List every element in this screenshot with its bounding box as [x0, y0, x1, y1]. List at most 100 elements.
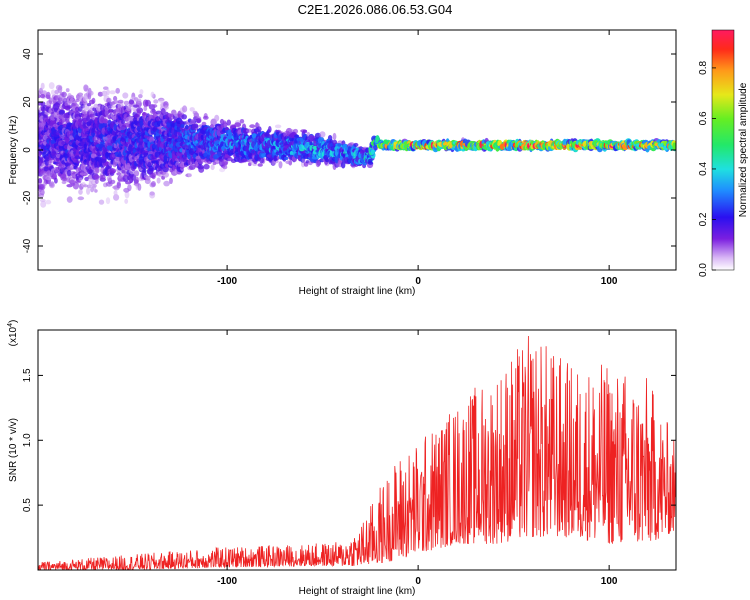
spectrogram-cell	[54, 168, 59, 173]
spectrogram-cell	[54, 89, 59, 95]
spectrogram-cell	[294, 134, 300, 138]
spectrogram-cell	[112, 136, 117, 141]
spectrogram-cell	[143, 106, 148, 112]
spectrogram-cell	[91, 127, 96, 134]
spectrogram-cell	[184, 124, 189, 130]
spectrogram-cell	[152, 104, 158, 108]
spectrogram-cell	[116, 172, 122, 176]
spectrogram-cell	[52, 130, 60, 138]
spectrogram-cell	[163, 105, 169, 110]
spectrogram-cell	[239, 119, 245, 124]
spectrogram-cell	[50, 89, 56, 96]
spectrogram-cell	[114, 99, 118, 104]
spectrogram-cell	[45, 176, 52, 181]
spectrogram-cell	[319, 131, 326, 138]
spectrogram-cell	[74, 180, 82, 184]
spectrogram-cell	[65, 88, 70, 93]
spectrogram-cell	[138, 94, 143, 99]
spectrogram-cell	[82, 100, 88, 106]
spectrogram-cell	[117, 99, 124, 104]
spectrogram-cell	[234, 122, 242, 128]
spectrogram-cell	[66, 196, 73, 203]
spectrogram-cell	[223, 161, 228, 166]
spectrogram-cell	[101, 90, 108, 97]
spectrogram-cell	[274, 124, 282, 129]
spectrogram-cell	[214, 114, 220, 122]
spectrogram-cell	[77, 196, 85, 201]
spectrogram-cell	[153, 99, 159, 104]
spectrogram-cell	[105, 197, 111, 205]
spectrogram-cell	[61, 91, 67, 98]
spectrogram-cell	[273, 155, 278, 162]
spectrogram-cell	[124, 198, 129, 204]
spectrogram-cell	[48, 97, 53, 105]
spectrogram-cell	[39, 93, 46, 99]
spectrogram-cell	[54, 177, 58, 184]
spectrogram-cell	[106, 89, 110, 96]
spectrogram-cell	[116, 182, 122, 189]
spectrogram-cell	[75, 160, 81, 164]
spectrogram-cells	[38, 82, 676, 208]
spectrogram-cell	[72, 182, 80, 190]
spectrogram-cell	[89, 90, 94, 96]
spectrogram-cell	[149, 191, 155, 196]
spectrogram-cell	[100, 174, 106, 180]
spectrogram-cell	[70, 97, 74, 103]
spectrogram-cell	[91, 183, 97, 188]
spectrogram-cell	[202, 115, 209, 120]
spectrogram-cell	[222, 165, 228, 170]
spectrogram-cell	[40, 200, 47, 208]
spectrogram-cell	[95, 167, 99, 173]
spectrogram-cell	[74, 106, 80, 112]
spectrogram-cell	[256, 126, 262, 132]
spectrogram-cell	[40, 101, 46, 107]
spectrogram-cell	[370, 149, 375, 155]
spectrogram-cell	[136, 109, 142, 116]
spectrogram-cell	[210, 164, 215, 171]
spectrogram-cell	[113, 190, 118, 196]
spectrogram-cell	[49, 182, 55, 189]
spectrogram-cell	[144, 178, 151, 185]
spectrogram-cell	[187, 173, 192, 178]
spectrogram-cell	[150, 181, 156, 187]
spectrogram-cell	[83, 84, 89, 92]
spectrogram-cell	[182, 105, 188, 113]
spectrogram-cell	[226, 119, 231, 126]
spectrogram-cell	[45, 94, 51, 99]
spectrogram-cell	[84, 176, 90, 182]
spectrogram-cell	[66, 169, 72, 177]
spectrogram-cell	[203, 163, 210, 170]
spectrogram-cell	[139, 89, 144, 95]
spectrogram-cell	[315, 160, 321, 168]
spectrogram-cell	[107, 109, 114, 114]
spectrogram-cell	[48, 82, 55, 90]
spectrogram-cell	[127, 184, 132, 192]
spectrogram-cell	[40, 189, 45, 196]
spectrogram-cell	[103, 86, 109, 90]
spectrogram-cell	[63, 97, 67, 102]
spectrogram-cell	[100, 141, 105, 145]
spectrogram-cell	[77, 118, 83, 126]
spectrogram-cell	[162, 172, 169, 178]
spectrogram-cell	[83, 184, 88, 188]
spectrogram-cell	[120, 119, 126, 125]
spectrogram-cell	[259, 157, 265, 164]
spectrogram-cell	[104, 109, 109, 117]
spectrogram-cell	[78, 177, 83, 181]
spectrogram-cell	[285, 160, 293, 165]
spectrogram-cell	[72, 100, 77, 107]
spectrogram-cell	[52, 103, 60, 111]
spectrogram-cell	[45, 199, 52, 205]
spectrogram-cell	[268, 125, 272, 133]
spectrogram-cell	[77, 92, 84, 97]
spectrogram-cell	[156, 177, 161, 184]
spectrogram-cell	[102, 118, 108, 124]
spectrogram-cell	[38, 177, 43, 184]
spectrogram-cell	[93, 174, 100, 180]
spectrogram-cell	[137, 183, 142, 191]
spectrogram-cell	[163, 180, 170, 187]
spectrogram-cell	[112, 162, 117, 168]
spectrogram-cell	[113, 194, 120, 201]
spectrogram-cell	[51, 119, 56, 124]
